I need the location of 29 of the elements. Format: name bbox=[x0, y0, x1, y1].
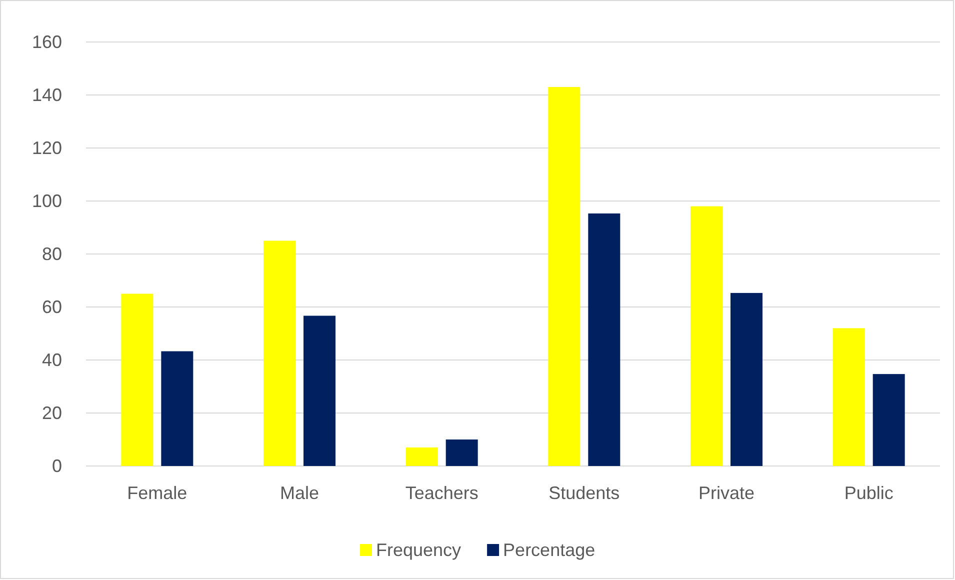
bar bbox=[548, 87, 580, 466]
bar bbox=[406, 447, 438, 466]
x-tick-label: Male bbox=[280, 482, 320, 503]
y-tick-label: 160 bbox=[32, 32, 62, 52]
x-tick-label: Students bbox=[548, 482, 620, 503]
y-tick-label: 100 bbox=[32, 190, 62, 211]
y-tick-label: 120 bbox=[32, 138, 62, 158]
bar bbox=[264, 240, 296, 466]
bar bbox=[832, 328, 865, 466]
bar bbox=[304, 316, 336, 466]
x-tick-label: Public bbox=[844, 482, 894, 503]
y-tick-label: 40 bbox=[42, 350, 62, 370]
y-tick-label: 60 bbox=[42, 296, 62, 317]
bar bbox=[872, 374, 905, 466]
bar bbox=[690, 206, 722, 466]
y-tick-label: 80 bbox=[42, 244, 62, 264]
x-tick-label: Private bbox=[698, 482, 755, 503]
bar bbox=[161, 351, 194, 466]
bar bbox=[730, 292, 762, 466]
y-tick-label: 0 bbox=[52, 456, 62, 476]
legend-label: Percentage bbox=[503, 540, 596, 560]
x-tick-label: Teachers bbox=[405, 482, 478, 503]
x-tick-label: Female bbox=[127, 482, 188, 503]
bar bbox=[121, 294, 154, 466]
y-tick-label: 20 bbox=[42, 402, 62, 423]
bar bbox=[588, 213, 620, 466]
legend-label: Frequency bbox=[376, 540, 462, 560]
bar bbox=[446, 440, 478, 466]
y-tick-label: 140 bbox=[32, 84, 62, 105]
